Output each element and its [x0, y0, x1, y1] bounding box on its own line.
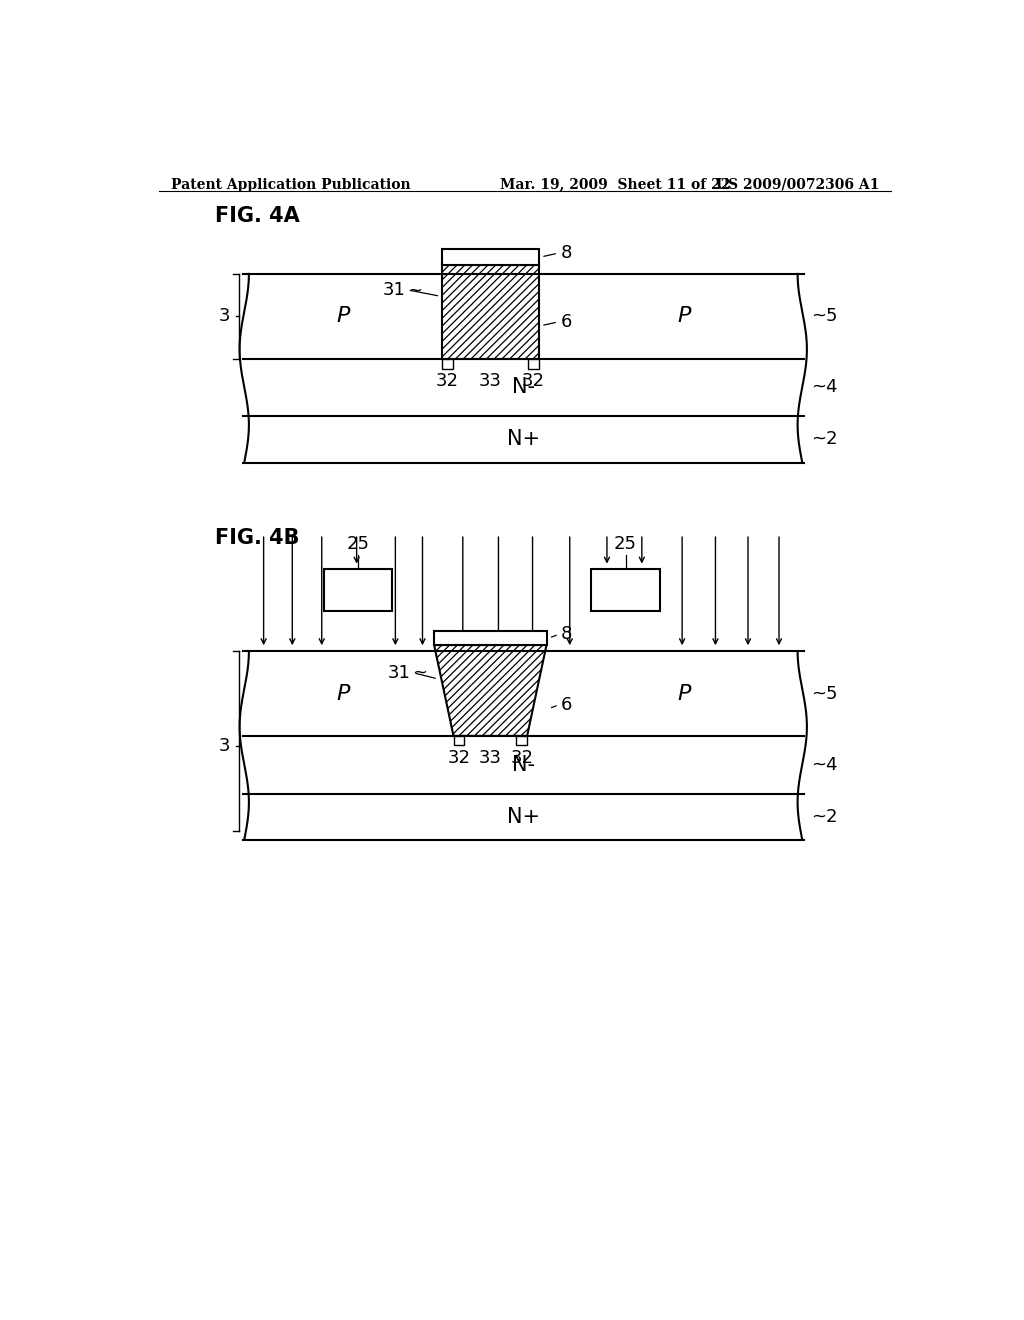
- Text: 32: 32: [447, 748, 470, 767]
- Bar: [454, 737, 464, 744]
- Text: 33: 33: [479, 372, 502, 391]
- Text: 31: 31: [383, 281, 406, 300]
- Text: ~2: ~2: [812, 808, 838, 826]
- Text: ~: ~: [407, 281, 422, 300]
- Text: P: P: [337, 306, 350, 326]
- Polygon shape: [434, 645, 547, 737]
- Bar: [442, 359, 453, 368]
- Text: 8: 8: [560, 244, 571, 263]
- Text: 32: 32: [436, 372, 459, 391]
- Bar: [324, 569, 392, 611]
- Text: 6: 6: [560, 313, 571, 331]
- Bar: [442, 249, 539, 264]
- Text: 31: 31: [387, 664, 410, 681]
- Text: P: P: [678, 306, 691, 326]
- Text: N+: N+: [507, 807, 540, 826]
- Text: ~5: ~5: [812, 308, 838, 325]
- Bar: [528, 359, 539, 368]
- Text: N+: N+: [507, 429, 540, 449]
- Bar: [592, 569, 659, 611]
- Text: 32: 32: [510, 748, 534, 767]
- Text: ~4: ~4: [812, 756, 838, 774]
- Text: ~4: ~4: [812, 379, 838, 396]
- Bar: [434, 631, 547, 645]
- Text: ~2: ~2: [812, 430, 838, 449]
- Text: N-: N-: [512, 755, 535, 775]
- Text: 25: 25: [347, 536, 370, 553]
- Text: ~: ~: [412, 664, 427, 681]
- Bar: [442, 264, 539, 359]
- Text: 33: 33: [479, 748, 502, 767]
- Text: 8: 8: [561, 626, 572, 643]
- Text: 3: 3: [219, 308, 230, 325]
- Text: 6: 6: [561, 696, 572, 714]
- Text: P: P: [337, 684, 350, 704]
- Text: N-: N-: [512, 378, 535, 397]
- Text: ~5: ~5: [812, 685, 838, 702]
- Polygon shape: [434, 645, 547, 737]
- Text: US 2009/0072306 A1: US 2009/0072306 A1: [717, 178, 880, 191]
- Text: 32: 32: [522, 372, 545, 391]
- Text: 25: 25: [614, 536, 637, 553]
- Text: FIG. 4A: FIG. 4A: [215, 206, 300, 226]
- Text: Mar. 19, 2009  Sheet 11 of 22: Mar. 19, 2009 Sheet 11 of 22: [500, 178, 730, 191]
- Text: P: P: [678, 684, 691, 704]
- Bar: [442, 264, 539, 359]
- Bar: [516, 737, 527, 744]
- Text: FIG. 4B: FIG. 4B: [215, 528, 299, 548]
- Text: 3: 3: [219, 737, 230, 755]
- Text: Patent Application Publication: Patent Application Publication: [171, 178, 411, 191]
